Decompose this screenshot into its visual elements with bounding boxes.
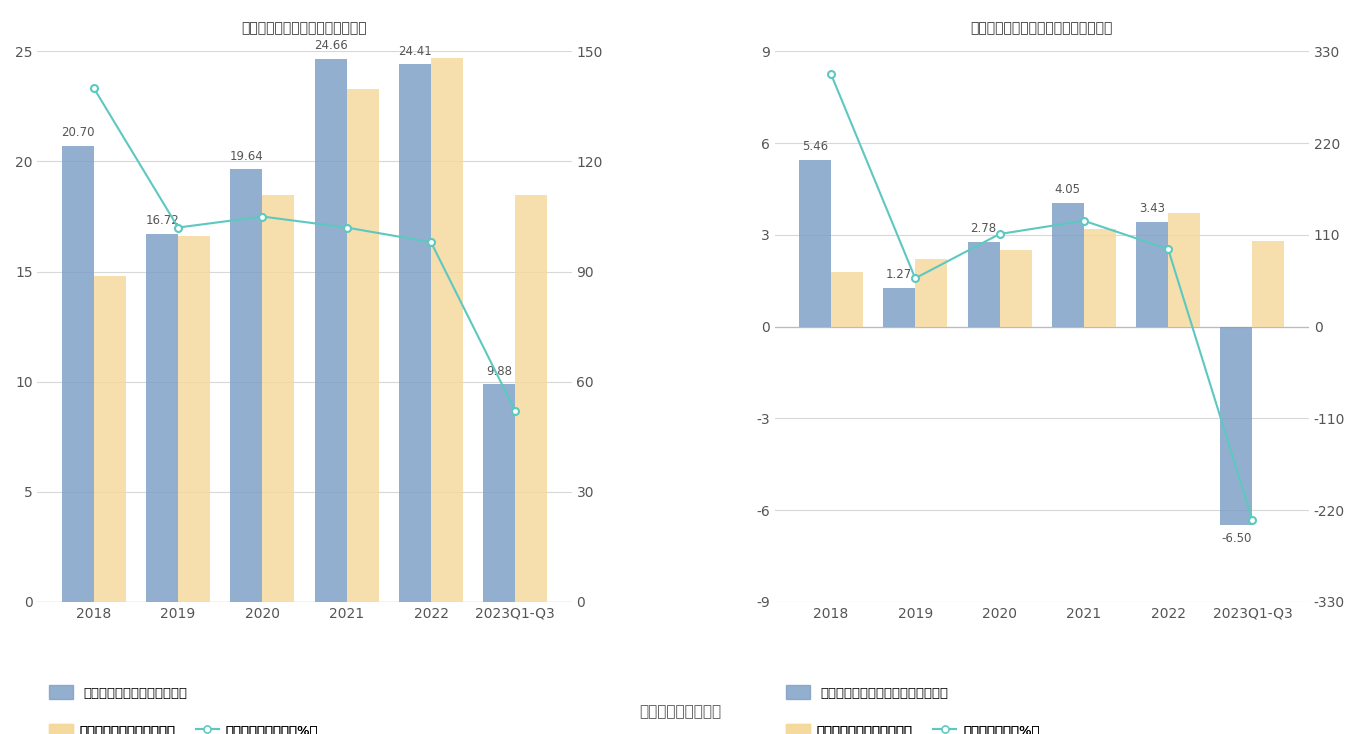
Title: 历年经营现金流入、营业收入情况: 历年经营现金流入、营业收入情况 [242,21,367,35]
Bar [230,170,262,602]
Bar [398,65,431,602]
Text: -6.50: -6.50 [1221,532,1251,545]
Text: 24.41: 24.41 [398,45,432,58]
Bar [1168,214,1200,327]
Bar [94,276,126,602]
Text: 3.43: 3.43 [1140,202,1166,215]
Text: 20.70: 20.70 [61,126,95,139]
Text: 5.46: 5.46 [802,140,828,153]
Text: 2.78: 2.78 [971,222,997,235]
Text: 19.64: 19.64 [230,150,264,163]
Bar [61,146,94,602]
Bar [1084,229,1115,327]
Text: 9.88: 9.88 [487,365,513,378]
Bar [883,288,915,327]
Bar [1220,327,1253,526]
Bar [1136,222,1168,327]
Bar [1253,241,1284,327]
Bar [515,195,547,602]
Text: 16.72: 16.72 [146,214,180,227]
Bar [146,233,178,602]
Bar [967,241,1000,327]
Bar [1000,250,1032,327]
Bar [178,236,211,602]
Title: 历年经营现金流净额、归母净利润情况: 历年经营现金流净额、归母净利润情况 [971,21,1112,35]
Text: 数据来源：恒生聚源: 数据来源：恒生聚源 [639,705,721,719]
Bar [262,195,295,602]
Bar [314,59,347,602]
Bar [347,89,378,602]
Text: 1.27: 1.27 [887,268,913,281]
Text: 24.66: 24.66 [314,39,348,52]
Text: 4.05: 4.05 [1055,184,1081,196]
Bar [1051,203,1084,327]
Bar [798,160,831,327]
Legend: 左轴：归母净利润（亿元）, 右轴：净现比（%）: 左轴：归母净利润（亿元）, 右轴：净现比（%） [781,719,1044,734]
Bar [831,272,864,327]
Bar [483,385,515,602]
Bar [915,259,948,327]
Legend: 左轴：营业总收入（亿元）, 右轴：营收现金比（%）: 左轴：营业总收入（亿元）, 右轴：营收现金比（%） [44,719,324,734]
Bar [431,58,462,602]
